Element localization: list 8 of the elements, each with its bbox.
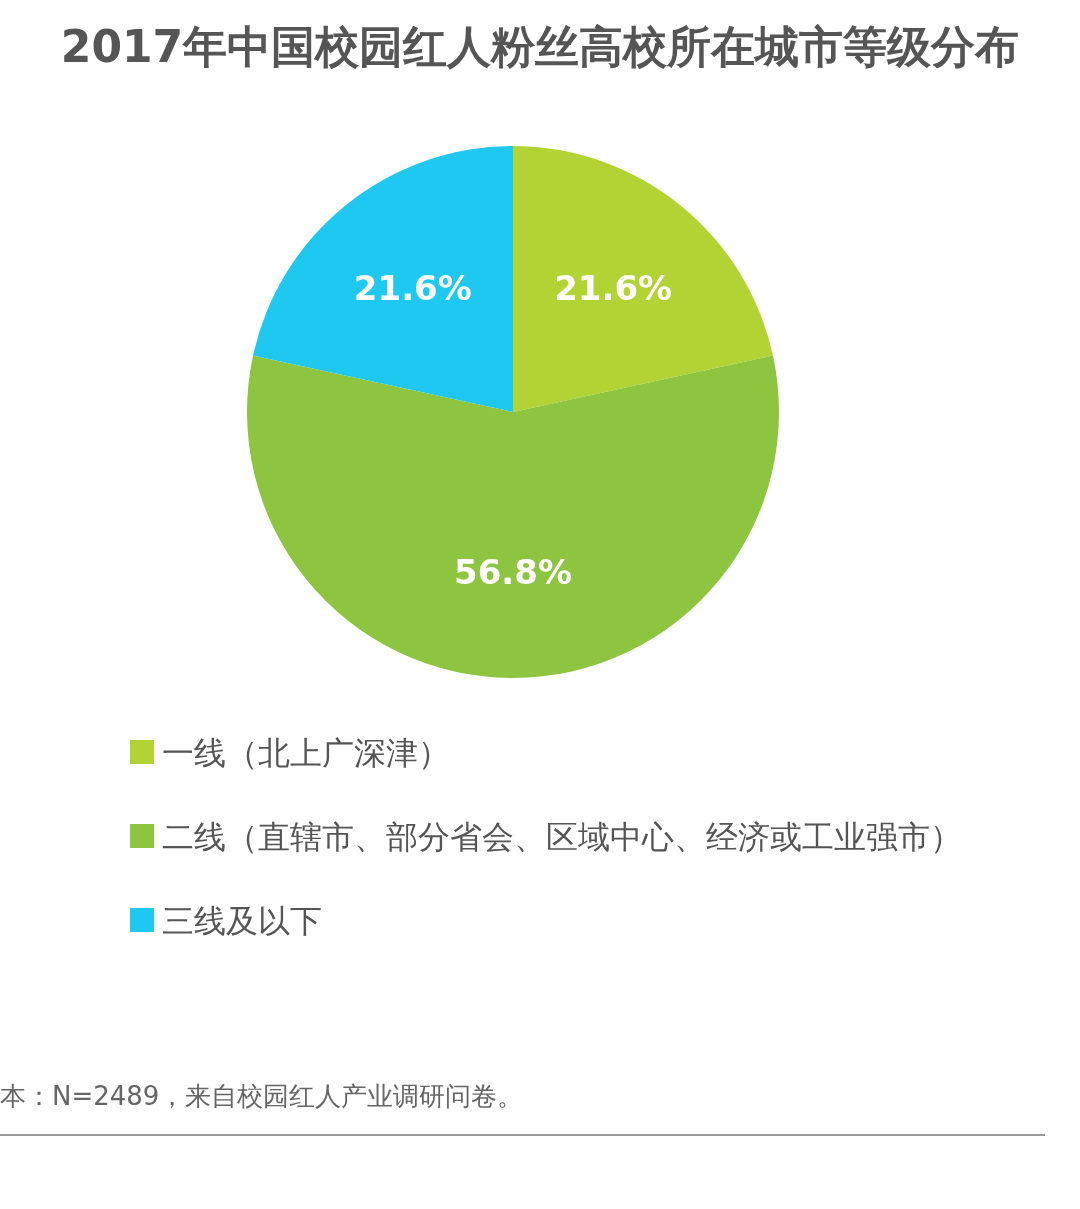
data-label: 56.8% xyxy=(454,551,572,592)
data-label: 21.6% xyxy=(353,267,472,308)
chart-title: 2017年中国校园红人粉丝高校所在城市等级分布 xyxy=(60,21,1020,72)
legend-label: 一线（北上广深津） xyxy=(162,734,450,772)
data-label: 21.6% xyxy=(554,267,673,308)
legend-label: 三线及以下 xyxy=(162,902,322,940)
text: 本：N=2489，来自校园红人产业调研问卷。 xyxy=(0,1081,524,1111)
legend-label: 二线（直辖市、部分省会、区域中心、经济或工业强市） xyxy=(162,818,962,856)
